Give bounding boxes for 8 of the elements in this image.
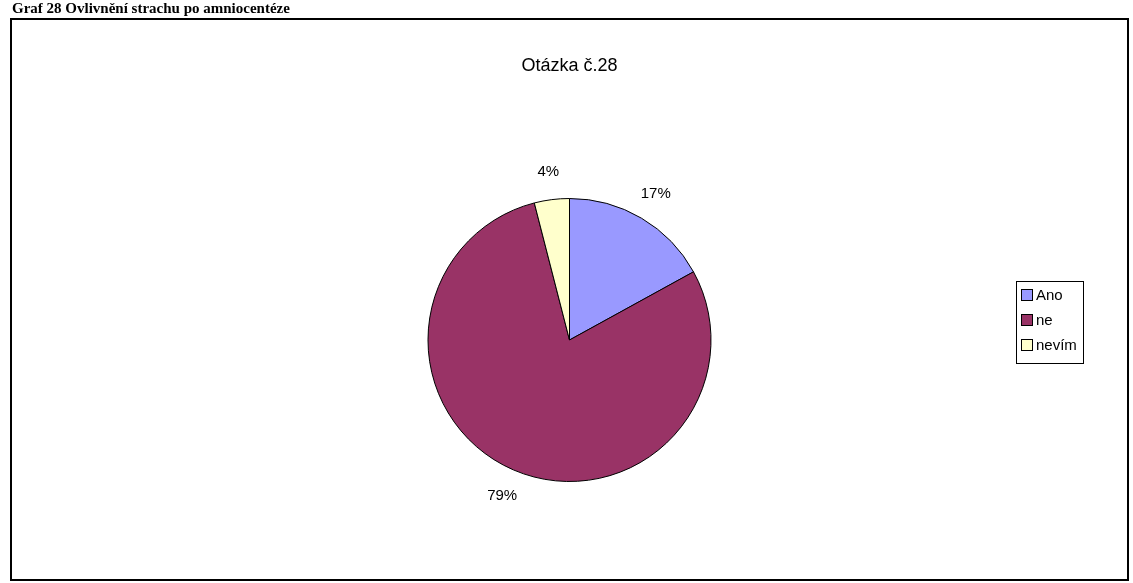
legend-label: nevím — [1036, 336, 1077, 353]
data-label: 4% — [537, 161, 560, 179]
text: Graf 28 Ovlivnění strachu po amniocentéze — [12, 0, 290, 17]
data-label: 17% — [640, 184, 671, 202]
chart-title: Otázka č.28 — [520, 55, 619, 76]
legend-label: Ano — [1036, 286, 1063, 303]
legend-label: ne — [1036, 311, 1053, 328]
data-label: 79% — [487, 485, 518, 503]
